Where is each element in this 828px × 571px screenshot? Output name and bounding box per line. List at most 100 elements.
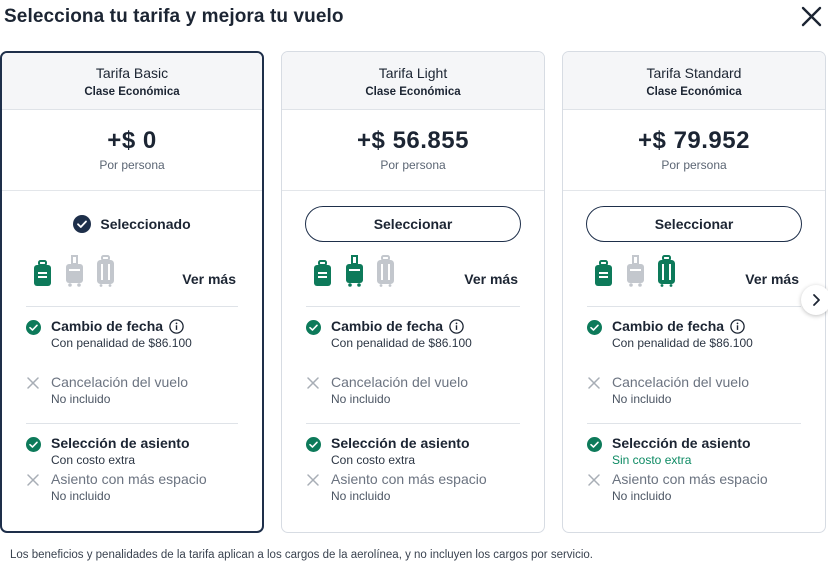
- benefit-title: Cambio de fecha: [612, 318, 725, 334]
- benefit-subtitle: No incluido: [612, 489, 672, 503]
- benefit-title: Cambio de fecha: [51, 318, 164, 334]
- benefit-seat-selection: Selección de asiento Con costo extra: [26, 424, 238, 467]
- benefit-subtitle: Con penalidad de $86.100: [331, 336, 472, 350]
- benefit-title: Selección de asiento: [331, 435, 470, 451]
- fare-card-header: Tarifa Standard Clase Económica: [563, 52, 825, 110]
- benefits-group-changes: Cambio de fecha Con penalidad de $86.100…: [26, 307, 238, 424]
- info-icon[interactable]: [730, 318, 745, 334]
- benefit-subtitle: Sin costo extra: [612, 453, 692, 467]
- fare-class: Clase Económica: [84, 86, 180, 98]
- fare-card-standard[interactable]: Tarifa Standard Clase Económica +$ 79.95…: [562, 51, 826, 533]
- carry-on-bag-icon: [344, 255, 365, 292]
- price-section: +$ 0 Por persona: [2, 110, 262, 191]
- benefit-title: Cancelación del vuelo: [612, 374, 749, 390]
- fare-name: Tarifa Basic: [95, 65, 169, 81]
- fare-card-light[interactable]: Tarifa Light Clase Económica +$ 56.855 P…: [281, 51, 545, 533]
- benefit-seat-selection: Selección de asiento Con costo extra: [306, 424, 520, 467]
- benefit-subtitle: Con penalidad de $86.100: [51, 336, 192, 350]
- benefit-date-change: Cambio de fecha Con penalidad de $86.100: [587, 307, 801, 363]
- selected-label: Seleccionado: [100, 216, 191, 232]
- ver-mas-link[interactable]: Ver más: [182, 271, 236, 287]
- benefit-title: Cambio de fecha: [331, 318, 444, 334]
- info-icon[interactable]: [449, 318, 464, 334]
- benefit-extra-space: Asiento con más espacio No incluido: [306, 465, 520, 505]
- benefit-extra-space: Asiento con más espacio No incluido: [26, 465, 238, 505]
- benefit-subtitle: Con penalidad de $86.100: [612, 336, 753, 350]
- action-section: Seleccionar: [282, 191, 544, 257]
- carry-on-bag-icon: [625, 255, 646, 292]
- baggage-row: Ver más: [587, 255, 801, 307]
- benefits-group-seats: Selección de asiento Con costo extra Asi…: [26, 424, 238, 509]
- checked-bag-icon: [656, 255, 677, 292]
- fare-name: Tarifa Standard: [646, 65, 742, 81]
- fare-class: Clase Económica: [646, 86, 742, 98]
- fare-card-header: Tarifa Basic Clase Económica: [2, 53, 262, 110]
- check-icon: [306, 437, 321, 457]
- info-icon[interactable]: [169, 318, 184, 334]
- price-section: +$ 79.952 Por persona: [563, 110, 825, 191]
- ver-mas-link[interactable]: Ver más: [464, 271, 518, 287]
- x-icon: [306, 473, 320, 492]
- benefit-subtitle: No incluido: [331, 489, 391, 503]
- baggage-row: Ver más: [306, 255, 520, 307]
- checked-bag-icon: [95, 255, 116, 292]
- modal-title: Selecciona tu tarifa y mejora tu vuelo: [4, 6, 344, 27]
- benefit-title: Cancelación del vuelo: [51, 374, 188, 390]
- benefit-cancellation: Cancelación del vuelo No incluido: [587, 363, 801, 419]
- benefit-subtitle: No incluido: [612, 392, 672, 406]
- fare-price: +$ 0: [107, 127, 157, 154]
- benefit-date-change: Cambio de fecha Con penalidad de $86.100: [306, 307, 520, 363]
- fare-price: +$ 56.855: [357, 127, 469, 154]
- benefit-title: Asiento con más espacio: [51, 471, 207, 487]
- action-section: Seleccionar: [563, 191, 825, 257]
- benefit-cancellation: Cancelación del vuelo No incluido: [306, 363, 520, 419]
- benefit-subtitle: Con costo extra: [51, 453, 136, 467]
- benefit-date-change: Cambio de fecha Con penalidad de $86.100: [26, 307, 238, 363]
- footer-disclaimer: Los beneficios y penalidades de la tarif…: [10, 549, 594, 561]
- select-fare-button[interactable]: Seleccionar: [586, 206, 802, 242]
- fare-class: Clase Económica: [365, 86, 461, 98]
- x-icon: [26, 473, 40, 492]
- check-icon: [587, 320, 602, 340]
- benefit-subtitle: No incluido: [51, 489, 111, 503]
- x-icon: [26, 376, 40, 395]
- benefit-title: Asiento con más espacio: [331, 471, 487, 487]
- per-person-label: Por persona: [661, 158, 727, 172]
- personal-bag-icon: [593, 260, 614, 292]
- benefit-seat-selection: Selección de asiento Sin costo extra: [587, 424, 801, 467]
- benefit-cancellation: Cancelación del vuelo No incluido: [26, 363, 238, 419]
- x-icon: [587, 376, 601, 395]
- x-icon: [306, 376, 320, 395]
- x-icon: [587, 473, 601, 492]
- fare-name: Tarifa Light: [378, 65, 448, 81]
- check-icon: [26, 320, 41, 340]
- price-section: +$ 56.855 Por persona: [282, 110, 544, 191]
- benefit-title: Selección de asiento: [612, 435, 751, 451]
- per-person-label: Por persona: [99, 158, 165, 172]
- benefit-subtitle: Con costo extra: [331, 453, 416, 467]
- check-icon: [587, 437, 602, 457]
- carry-on-bag-icon: [64, 255, 85, 292]
- next-fares-button[interactable]: [801, 285, 828, 315]
- selected-indicator: Seleccionado: [73, 215, 191, 233]
- benefits-group-seats: Selección de asiento Sin costo extra Asi…: [587, 424, 801, 509]
- personal-bag-icon: [32, 260, 53, 292]
- select-fare-button[interactable]: Seleccionar: [305, 206, 521, 242]
- benefit-extra-space: Asiento con más espacio No incluido: [587, 465, 801, 505]
- fare-card-header: Tarifa Light Clase Económica: [282, 52, 544, 110]
- personal-bag-icon: [312, 260, 333, 292]
- fare-card-basic[interactable]: Tarifa Basic Clase Económica +$ 0 Por pe…: [0, 51, 264, 533]
- baggage-row: Ver más: [26, 255, 238, 307]
- benefits-group-seats: Selección de asiento Con costo extra Asi…: [306, 424, 520, 509]
- selected-check-icon: [73, 215, 92, 233]
- benefit-title: Cancelación del vuelo: [331, 374, 468, 390]
- per-person-label: Por persona: [380, 158, 446, 172]
- fare-price: +$ 79.952: [638, 127, 750, 154]
- close-icon[interactable]: [798, 4, 824, 30]
- benefit-subtitle: No incluido: [51, 392, 111, 406]
- ver-mas-link[interactable]: Ver más: [745, 271, 799, 287]
- benefit-subtitle: No incluido: [331, 392, 391, 406]
- benefit-title: Selección de asiento: [51, 435, 190, 451]
- benefit-title: Asiento con más espacio: [612, 471, 768, 487]
- check-icon: [26, 437, 41, 457]
